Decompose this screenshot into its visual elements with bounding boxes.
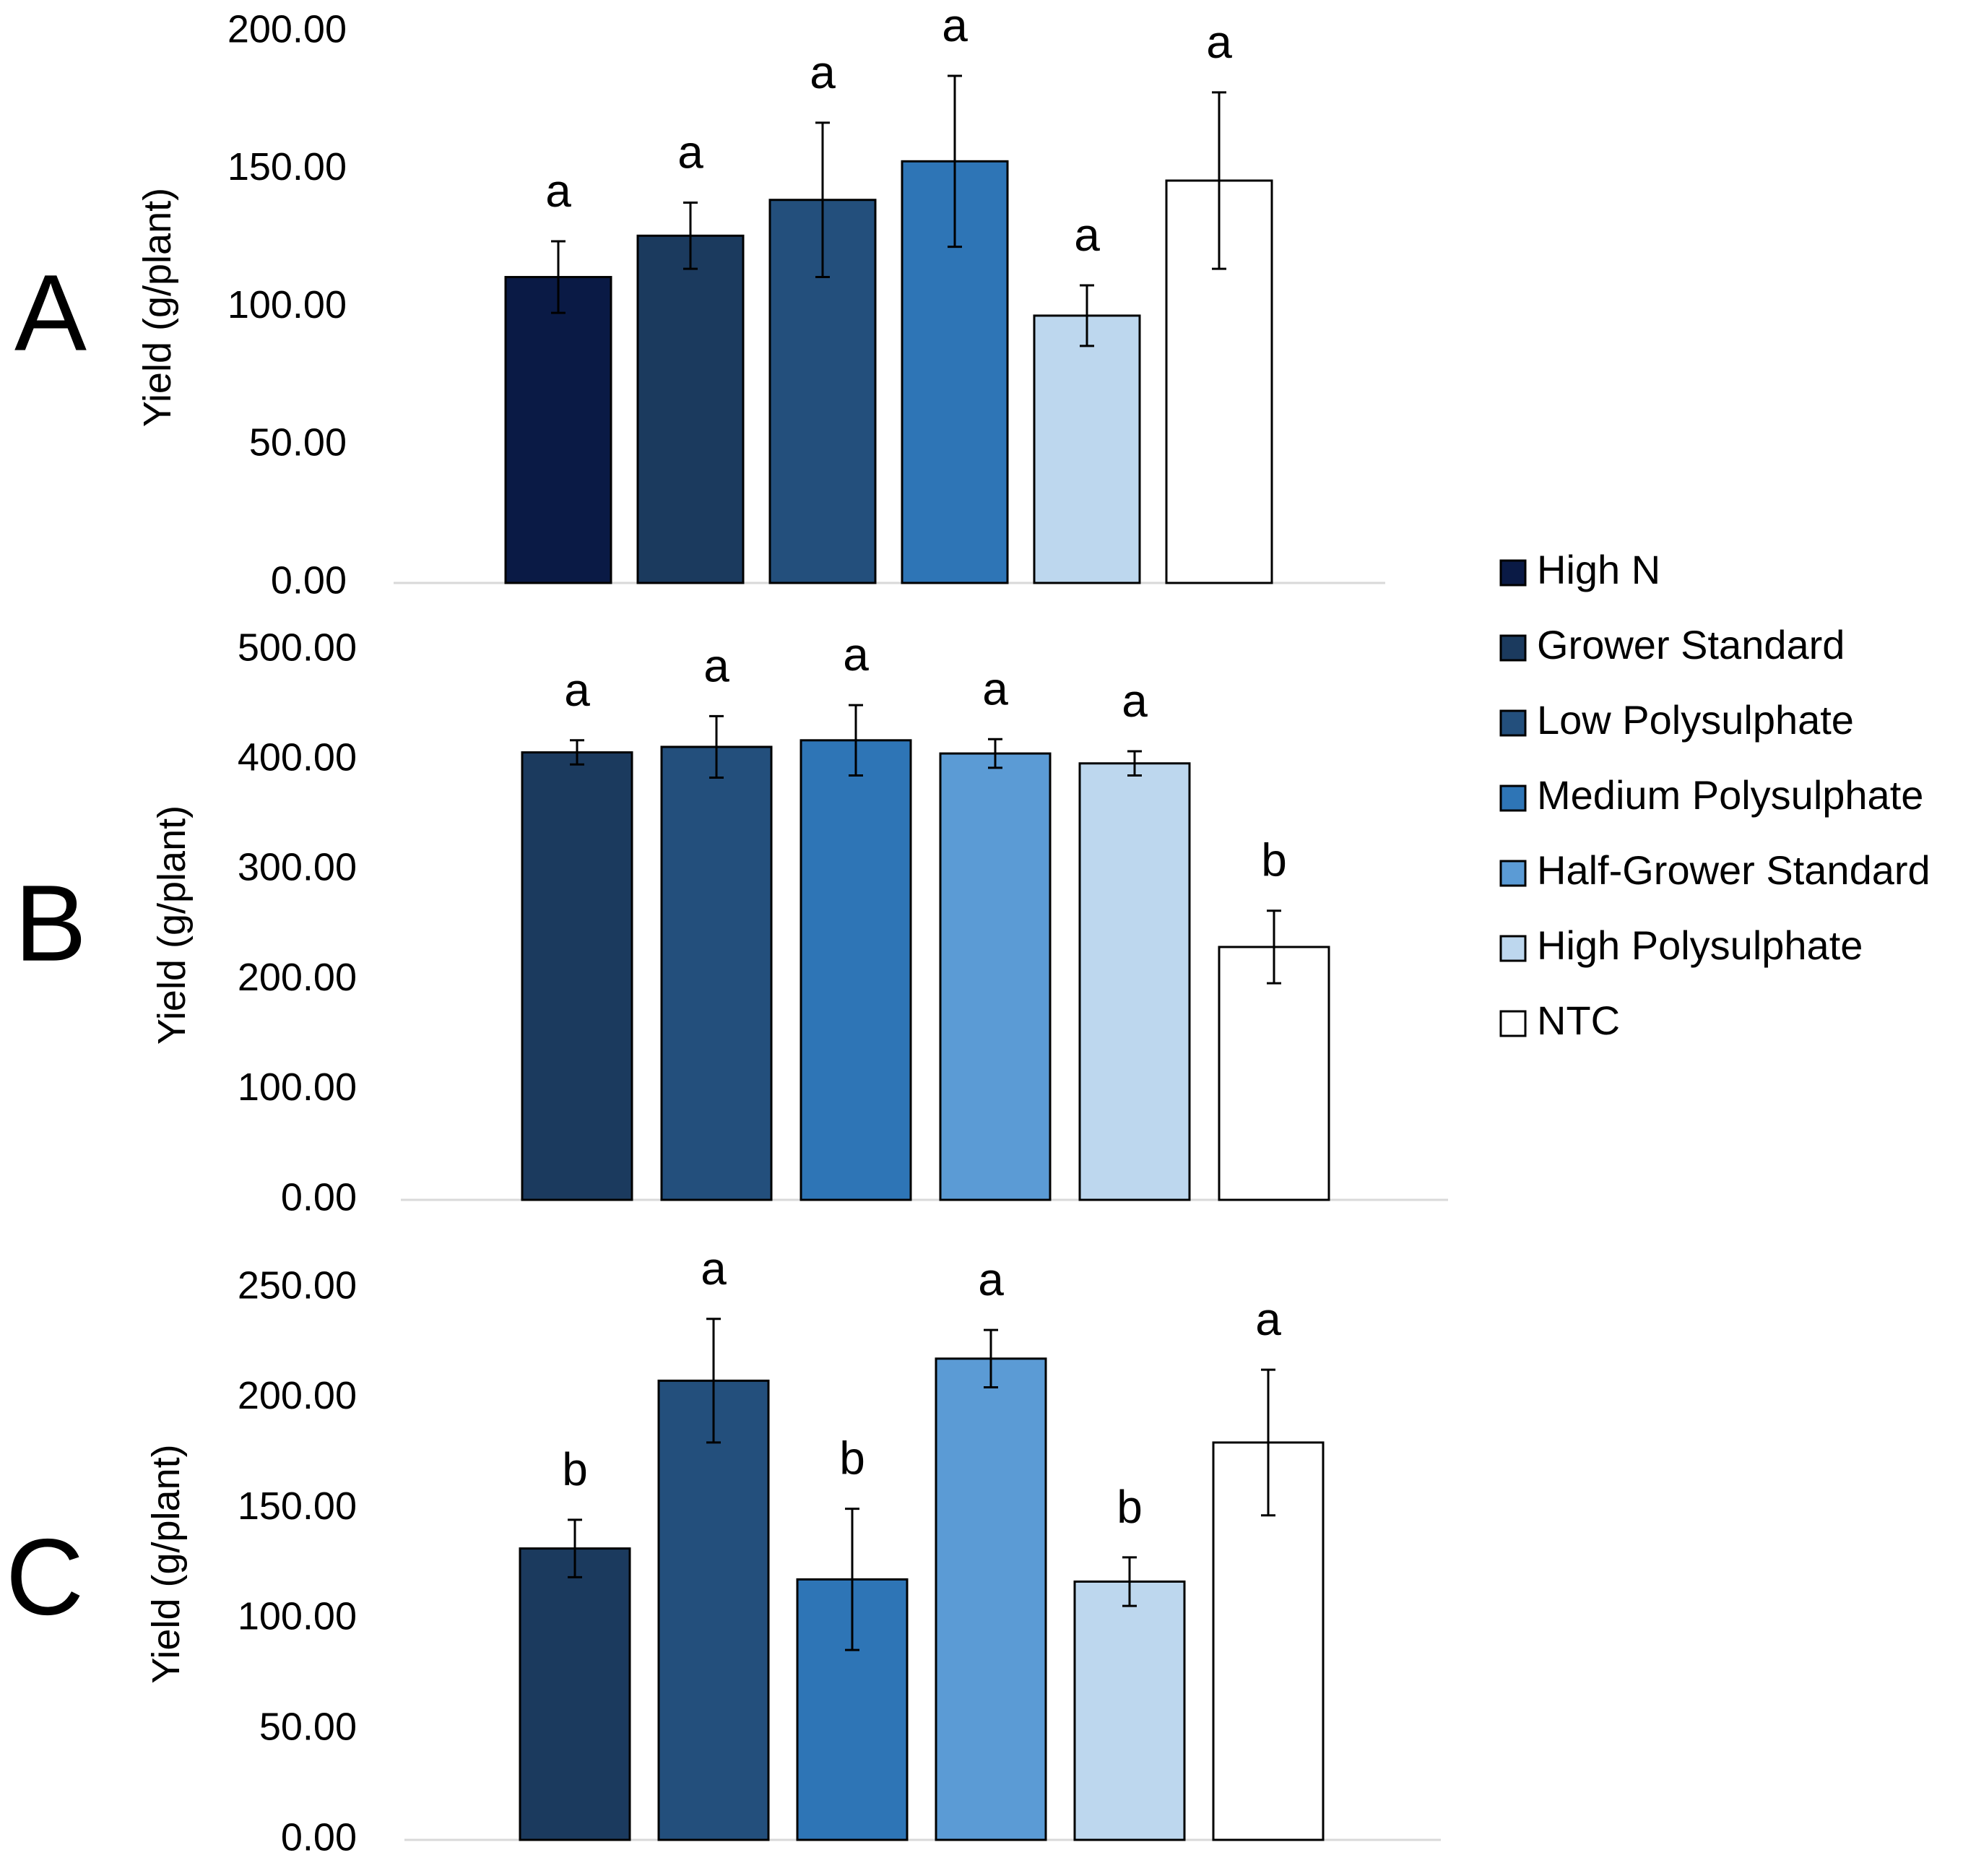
y-tick-label: 250.00 xyxy=(238,1263,357,1307)
y-tick-label: 0.00 xyxy=(271,558,347,602)
significance-letter: a xyxy=(1074,209,1100,261)
significance-letter: a xyxy=(810,46,836,98)
legend-swatch xyxy=(1499,1010,1527,1037)
legend-item: Low Polysulphate xyxy=(1499,697,1854,743)
significance-letter: b xyxy=(1261,834,1287,886)
y-tick-label: 50.00 xyxy=(249,421,347,464)
significance-letter: a xyxy=(978,1253,1004,1305)
bar-ntc xyxy=(1165,179,1273,584)
y-axis-title: Yield (g/plant) xyxy=(144,1444,188,1683)
legend-label: High Polysulphate xyxy=(1537,922,1863,968)
bar-high-polysulphate xyxy=(1073,1580,1186,1841)
y-tick-label: 200.00 xyxy=(228,7,347,51)
bar-high-n xyxy=(504,276,612,584)
legend-swatch xyxy=(1499,559,1527,587)
bar-low-polysulphate xyxy=(660,745,773,1201)
y-tick-label: 0.00 xyxy=(281,1815,357,1859)
bar-medium-polysulphate xyxy=(800,739,912,1201)
legend-swatch xyxy=(1499,860,1527,887)
y-tick-label: 150.00 xyxy=(228,145,347,189)
y-tick-label: 200.00 xyxy=(238,956,357,999)
significance-letter: a xyxy=(843,628,869,680)
chart-panel-c: C Yield (g/plant) 0.00 50.00 100.00 150.00 200… xyxy=(6,1242,1441,1859)
chart-panels: A Yield (g/plant) 0.00 50.00 100.00 150.00 200… xyxy=(6,0,1448,1859)
panel-label: A xyxy=(14,252,87,373)
y-tick-label: 400.00 xyxy=(238,735,357,779)
y-tick-label: 300.00 xyxy=(238,846,357,889)
legend-label: Grower Standard xyxy=(1537,622,1845,667)
y-tick-label: 100.00 xyxy=(238,1595,357,1638)
y-tick-label: 500.00 xyxy=(238,626,357,669)
legend-item: High N xyxy=(1499,547,1660,592)
bar-grower-standard xyxy=(636,234,745,584)
y-tick-label: 0.00 xyxy=(281,1175,357,1219)
y-tick-label: 50.00 xyxy=(259,1705,357,1748)
chart-panel-a: A Yield (g/plant) 0.00 50.00 100.00 150.00 200… xyxy=(14,0,1385,602)
legend-label: Half-Grower Standard xyxy=(1537,847,1930,893)
legend-item: Grower Standard xyxy=(1499,622,1845,667)
y-axis-title: Yield (g/plant) xyxy=(150,805,194,1045)
y-tick-label: 150.00 xyxy=(238,1484,357,1528)
legend-swatch xyxy=(1499,935,1527,962)
legend-label: Low Polysulphate xyxy=(1537,697,1854,743)
y-axis-title: Yield (g/plant) xyxy=(136,188,179,427)
legend-item: Half-Grower Standard xyxy=(1499,847,1930,893)
panel-label: B xyxy=(14,863,87,984)
legend-item: NTC xyxy=(1499,998,1620,1043)
y-tick-label: 100.00 xyxy=(238,1065,357,1109)
significance-letter: a xyxy=(677,126,703,178)
legend-label: NTC xyxy=(1537,998,1620,1043)
legend-item: High Polysulphate xyxy=(1499,922,1863,968)
legend-item: Medium Polysulphate xyxy=(1499,772,1923,818)
bar-grower-standard xyxy=(521,751,633,1201)
significance-letter: a xyxy=(703,639,729,691)
chart-panel-b: B Yield (g/plant) 0.00 100.00 200.00 300.00 40… xyxy=(14,626,1448,1219)
significance-letter: a xyxy=(1206,16,1232,68)
significance-letter: a xyxy=(545,165,571,217)
significance-letter: a xyxy=(701,1242,727,1294)
significance-letter: b xyxy=(839,1432,865,1484)
legend-swatch xyxy=(1499,634,1527,662)
bar-half-grower-standard xyxy=(939,752,1052,1201)
bar-ntc xyxy=(1218,946,1330,1201)
bar-grower-standard xyxy=(519,1547,631,1841)
significance-letter: b xyxy=(562,1443,588,1495)
significance-letter: a xyxy=(1255,1293,1281,1345)
significance-letter: a xyxy=(942,0,968,51)
significance-letter: a xyxy=(1122,675,1148,727)
legend: High N Grower Standard Low Polysulphate Med… xyxy=(1499,547,1930,1043)
y-tick-label: 200.00 xyxy=(238,1374,357,1417)
significance-letter: a xyxy=(982,662,1008,714)
legend-label: Medium Polysulphate xyxy=(1537,772,1923,818)
significance-letter: b xyxy=(1117,1481,1143,1533)
panel-label: C xyxy=(6,1516,84,1638)
legend-label: High N xyxy=(1537,547,1660,592)
bar-high-polysulphate xyxy=(1033,314,1141,584)
legend-swatch xyxy=(1499,784,1527,812)
legend-swatch xyxy=(1499,709,1527,737)
bar-low-polysulphate xyxy=(657,1379,770,1841)
bar-high-polysulphate xyxy=(1078,762,1191,1201)
y-tick-label: 100.00 xyxy=(228,283,347,327)
significance-letter: a xyxy=(564,664,590,716)
bar-half-grower-standard xyxy=(935,1357,1047,1841)
